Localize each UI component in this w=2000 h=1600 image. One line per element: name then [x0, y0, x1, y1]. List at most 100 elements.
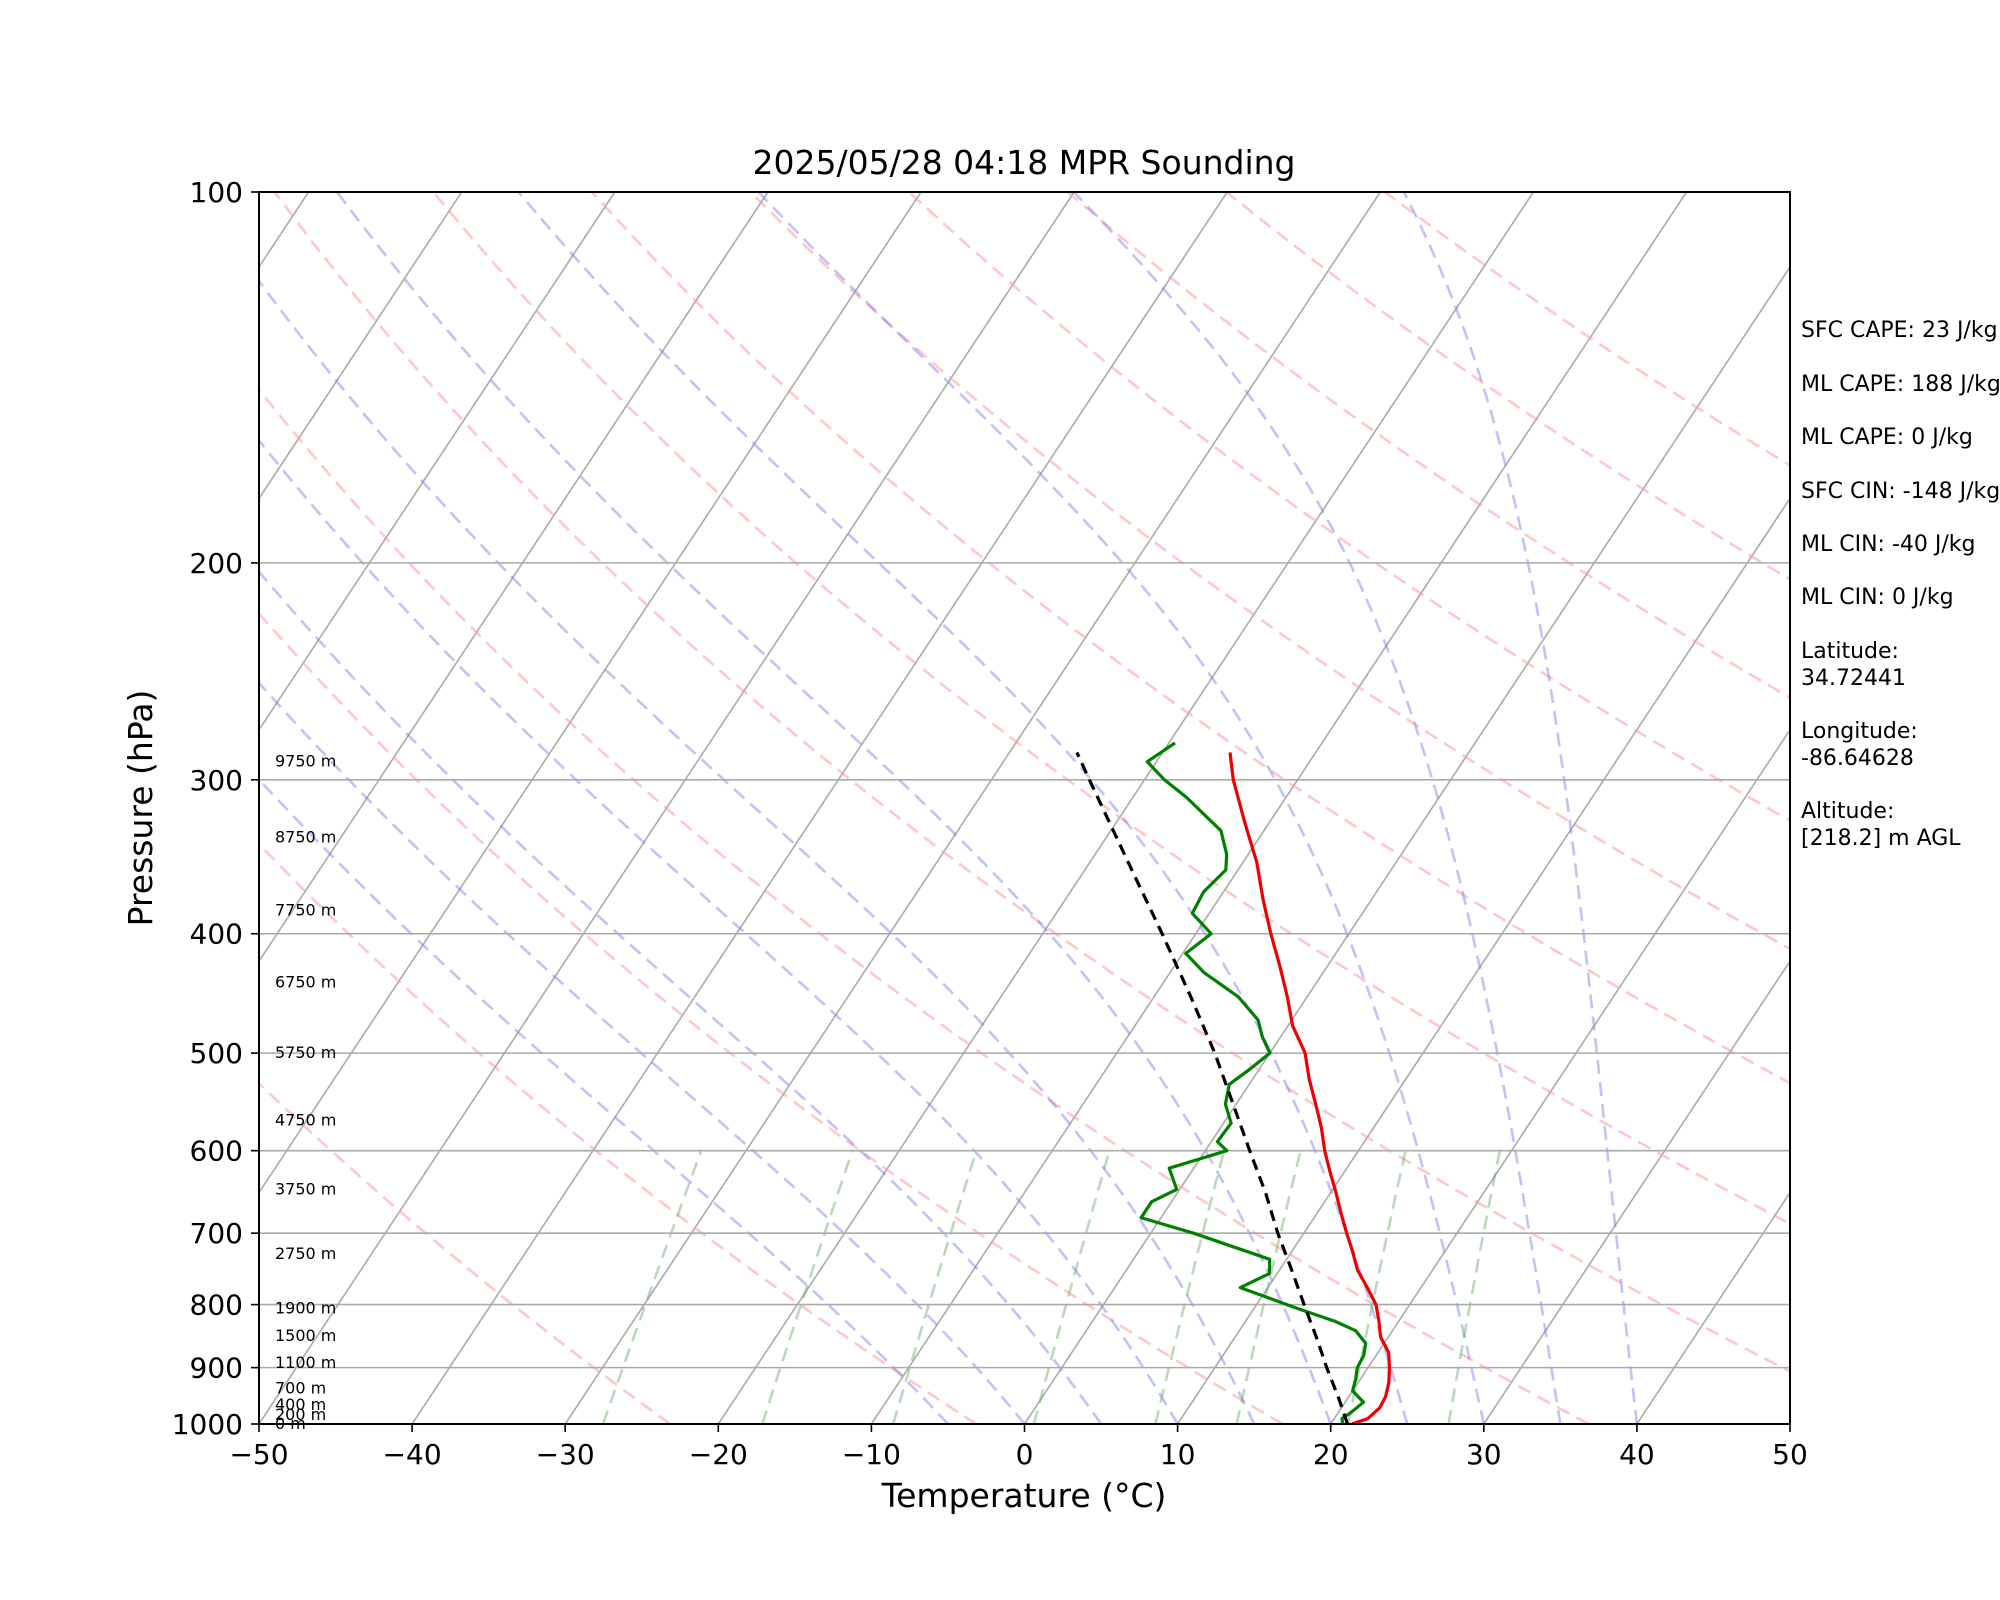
y-tick-label: 1000	[172, 1408, 243, 1441]
mixing-ratio-line	[601, 1150, 703, 1424]
stat-line: ML CIN: -40 J/kg	[1801, 532, 1975, 557]
moist-adiabat	[336, 192, 1332, 1424]
moist-adiabat	[259, 438, 1179, 1424]
moist-adiabat	[1072, 192, 1562, 1424]
dry-adiabat	[273, 192, 1790, 1373]
height-label: 6750 m	[275, 972, 336, 991]
y-tick-label: 600	[190, 1135, 243, 1168]
y-tick-label: 100	[190, 176, 243, 209]
stat-line: [218.2] m AGL	[1801, 826, 1961, 851]
y-tick-label: 900	[190, 1352, 243, 1385]
mixing-ratio-line	[891, 1150, 978, 1424]
dry-adiabat	[432, 192, 1790, 1226]
height-label: 0 m	[275, 1414, 306, 1433]
height-label: 8750 m	[275, 827, 336, 846]
x-axis-label: Temperature (°C)	[881, 1476, 1167, 1515]
y-axis-label: Pressure (hPa)	[121, 690, 160, 927]
x-tick-label: 50	[1772, 1438, 1808, 1471]
isotherm-line	[259, 192, 769, 963]
height-label: 1500 m	[275, 1326, 336, 1345]
chart-title: 2025/05/28 04:18 MPR Sounding	[752, 143, 1295, 182]
dewpoint-trace	[1139, 741, 1368, 1424]
x-tick-label: −10	[842, 1438, 901, 1471]
height-label: 700 m	[275, 1379, 326, 1398]
y-tick-label: 800	[190, 1289, 243, 1322]
y-tick-label: 400	[190, 918, 243, 951]
x-tick-label: −50	[229, 1438, 288, 1471]
isotherm-line	[717, 192, 1535, 1424]
dry-adiabat	[590, 192, 1790, 1085]
stat-line: Altitude:	[1801, 799, 1894, 824]
height-label: 400 m	[275, 1395, 326, 1414]
x-tick-label: −20	[689, 1438, 748, 1471]
height-label: 7750 m	[275, 901, 336, 920]
x-tick-label: 10	[1160, 1438, 1196, 1471]
background-lines	[0, 192, 1790, 1424]
height-label: 200 m	[275, 1405, 326, 1424]
mixing-ratio-line	[1346, 1150, 1407, 1424]
sounding-traces	[1075, 741, 1391, 1424]
height-label: 5750 m	[275, 1043, 336, 1062]
x-tick-label: −30	[536, 1438, 595, 1471]
temperature-trace	[1228, 752, 1391, 1424]
dry-adiabat	[259, 1081, 671, 1424]
stat-line: 34.72441	[1801, 666, 1906, 691]
x-axis: −50 −40 −30 −20 −10 0 10 20 30 40 50	[229, 1424, 1808, 1471]
stat-line: ML CAPE: 0 J/kg	[1801, 425, 1973, 450]
dry-adiabat	[259, 611, 1284, 1424]
isotherm-line	[1176, 496, 1790, 1424]
moist-adiabat	[259, 680, 1026, 1424]
moist-adiabat	[1402, 192, 1639, 1424]
isotherm-line	[1483, 959, 1790, 1424]
height-label: 3750 m	[275, 1179, 336, 1198]
isobar-gridlines	[259, 191, 1790, 1425]
isotherm-line	[564, 192, 1381, 1424]
stat-line: Longitude:	[1801, 719, 1918, 744]
mixing-ratio-line	[761, 1150, 854, 1424]
dry-adiabat	[259, 387, 1590, 1424]
parcel-trace	[1075, 751, 1350, 1424]
isotherm-line	[411, 192, 1228, 1424]
height-label: 1100 m	[275, 1353, 336, 1372]
moist-adiabat	[259, 278, 1256, 1424]
height-label: 1900 m	[275, 1299, 336, 1318]
plot-frame	[258, 191, 1791, 1425]
dry-adiabat	[259, 842, 978, 1424]
y-tick-label: 500	[190, 1037, 243, 1070]
isotherm-line	[1330, 728, 1790, 1424]
isotherm-line	[259, 192, 922, 1195]
stat-line: Latitude:	[1801, 639, 1899, 664]
isotherm-line	[259, 192, 463, 500]
isotherm-line	[1636, 1191, 1790, 1424]
y-axis: 100 200 300 400 500 600 700 800 900 1000	[172, 176, 259, 1441]
isotherm-line	[259, 192, 616, 732]
y-tick-label: 200	[190, 547, 243, 580]
stat-line: SFC CIN: -148 J/kg	[1801, 479, 2000, 504]
moist-adiabat	[757, 192, 1486, 1424]
x-tick-label: 0	[1016, 1438, 1034, 1471]
x-tick-label: 30	[1466, 1438, 1502, 1471]
stat-line: SFC CAPE: 23 J/kg	[1801, 318, 1998, 343]
isotherm-line	[870, 192, 1688, 1424]
height-label: 2750 m	[275, 1244, 336, 1263]
isotherm-line	[1023, 265, 1790, 1424]
stat-line: ML CIN: 0 J/kg	[1801, 585, 1954, 610]
mixing-ratio-line	[1235, 1150, 1302, 1424]
mixing-ratio-line	[1154, 1150, 1226, 1424]
stat-line: ML CAPE: 188 J/kg	[1801, 372, 2000, 397]
stat-line: -86.64628	[1801, 746, 1914, 771]
height-label: 4750 m	[275, 1110, 336, 1129]
mixing-ratio-line	[1447, 1150, 1502, 1424]
moist-adiabat	[259, 777, 949, 1424]
x-tick-label: 20	[1313, 1438, 1349, 1471]
x-tick-label: −40	[383, 1438, 442, 1471]
y-tick-label: 300	[190, 764, 243, 797]
moist-adiabat	[259, 569, 1103, 1424]
isotherm-line	[0, 192, 2, 1424]
moist-adiabat	[517, 192, 1409, 1424]
stats-panel: SFC CAPE: 23 J/kg ML CAPE: 188 J/kg ML CAP…	[1801, 318, 2000, 851]
y-tick-label: 700	[190, 1217, 243, 1250]
x-tick-label: 40	[1619, 1438, 1655, 1471]
